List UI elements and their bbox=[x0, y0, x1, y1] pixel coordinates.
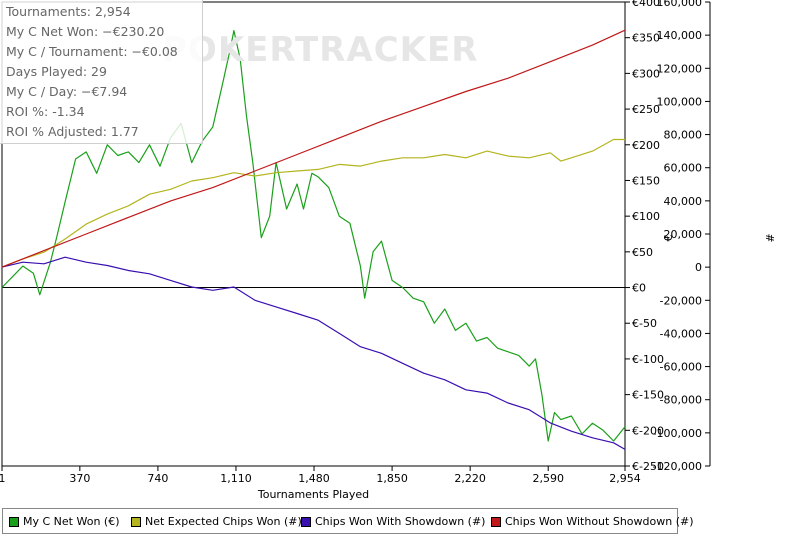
legend-label: Net Expected Chips Won (#) bbox=[145, 515, 302, 528]
y-tick-label: €200 bbox=[632, 139, 660, 152]
y-tick-label: €-250 bbox=[632, 460, 664, 473]
series-line-1 bbox=[1, 138, 625, 268]
legend-swatch bbox=[491, 516, 501, 527]
stat-net-won: My C Net Won: −€230.20 bbox=[6, 24, 165, 39]
legend-swatch bbox=[301, 516, 311, 527]
y-tick-label: €150 bbox=[632, 174, 660, 187]
y2-tick-label: 40,000 bbox=[664, 195, 703, 208]
stat-roi: ROI %: -1.34 bbox=[6, 104, 85, 119]
x-tick-label: 1,480 bbox=[298, 472, 330, 485]
y-tick-label: €400 bbox=[632, 0, 660, 9]
stat-per-day: My C / Day: −€7.94 bbox=[6, 84, 128, 99]
y-tick-label: €250 bbox=[632, 103, 660, 116]
x-tick-label: 1,110 bbox=[220, 472, 252, 485]
legend-item-without-showdown[interactable]: Chips Won Without Showdown (#) bbox=[491, 515, 694, 528]
y2-tick-label: -20,000 bbox=[660, 294, 702, 307]
y-tick-label: €50 bbox=[632, 246, 653, 259]
legend-label: My C Net Won (€) bbox=[23, 515, 120, 528]
stats-panel: Tournaments: 2,954 My C Net Won: −€230.2… bbox=[0, 0, 203, 144]
x-tick-label: 2,220 bbox=[454, 472, 486, 485]
y-tick-label: €0 bbox=[632, 282, 646, 295]
watermark-logo: POKERTRACKER bbox=[162, 30, 479, 70]
y2-tick-label: 140,000 bbox=[657, 29, 703, 42]
legend-swatch bbox=[131, 516, 141, 527]
x-tick-label: 1 bbox=[0, 472, 6, 485]
y-tick-label: €350 bbox=[632, 32, 660, 45]
x-tick-label: 1,850 bbox=[376, 472, 408, 485]
legend-item-expected-chips[interactable]: Net Expected Chips Won (#) bbox=[131, 515, 302, 528]
x-tick-label: 370 bbox=[69, 472, 90, 485]
x-axis-title: Tournaments Played bbox=[257, 488, 369, 501]
legend-label: Chips Won Without Showdown (#) bbox=[505, 515, 694, 528]
y-tick-label: €-200 bbox=[632, 424, 664, 437]
y-tick-label: €-50 bbox=[632, 317, 657, 330]
stat-days-played: Days Played: 29 bbox=[6, 64, 107, 79]
y2-tick-label: -40,000 bbox=[660, 327, 702, 340]
x-tick-label: 2,954 bbox=[609, 472, 641, 485]
y2-tick-label: 80,000 bbox=[664, 129, 703, 142]
legend-item-showdown[interactable]: Chips Won With Showdown (#) bbox=[301, 515, 485, 528]
legend-swatch bbox=[9, 516, 19, 527]
y2-tick-label: -120,000 bbox=[653, 460, 702, 473]
y2-axis-title: # bbox=[764, 233, 777, 242]
y2-tick-label: 60,000 bbox=[664, 162, 703, 175]
y2-tick-label: -80,000 bbox=[660, 394, 702, 407]
y2-tick-label: 20,000 bbox=[664, 228, 703, 241]
y-tick-label: €-150 bbox=[632, 389, 664, 402]
y2-tick-label: 100,000 bbox=[657, 95, 703, 108]
y-axis-title: € bbox=[662, 235, 675, 242]
series-line-3 bbox=[1, 29, 626, 268]
series-line-2 bbox=[1, 256, 626, 450]
y2-tick-label: -60,000 bbox=[660, 361, 702, 374]
stat-tournaments: Tournaments: 2,954 bbox=[6, 4, 131, 19]
legend-item-net-won[interactable]: My C Net Won (€) bbox=[9, 515, 120, 528]
stat-per-tournament: My C / Tournament: −€0.08 bbox=[6, 44, 178, 59]
y-tick-label: €100 bbox=[632, 210, 660, 223]
x-tick-label: 2,590 bbox=[532, 472, 564, 485]
y2-tick-label: 0 bbox=[695, 261, 702, 274]
series-line-0 bbox=[1, 30, 626, 442]
legend-label: Chips Won With Showdown (#) bbox=[315, 515, 486, 528]
stat-roi-adjusted: ROI % Adjusted: 1.77 bbox=[6, 124, 139, 139]
plot-frame bbox=[1, 1, 626, 467]
y-tick-label: €-100 bbox=[632, 353, 664, 366]
y-tick-label: €300 bbox=[632, 67, 660, 80]
x-tick-label: 740 bbox=[147, 472, 168, 485]
chart-legend: My C Net Won (€) Net Expected Chips Won … bbox=[2, 508, 694, 534]
y2-tick-label: 160,000 bbox=[657, 0, 703, 9]
y2-tick-label: -100,000 bbox=[653, 427, 702, 440]
y2-tick-label: 120,000 bbox=[657, 62, 703, 75]
